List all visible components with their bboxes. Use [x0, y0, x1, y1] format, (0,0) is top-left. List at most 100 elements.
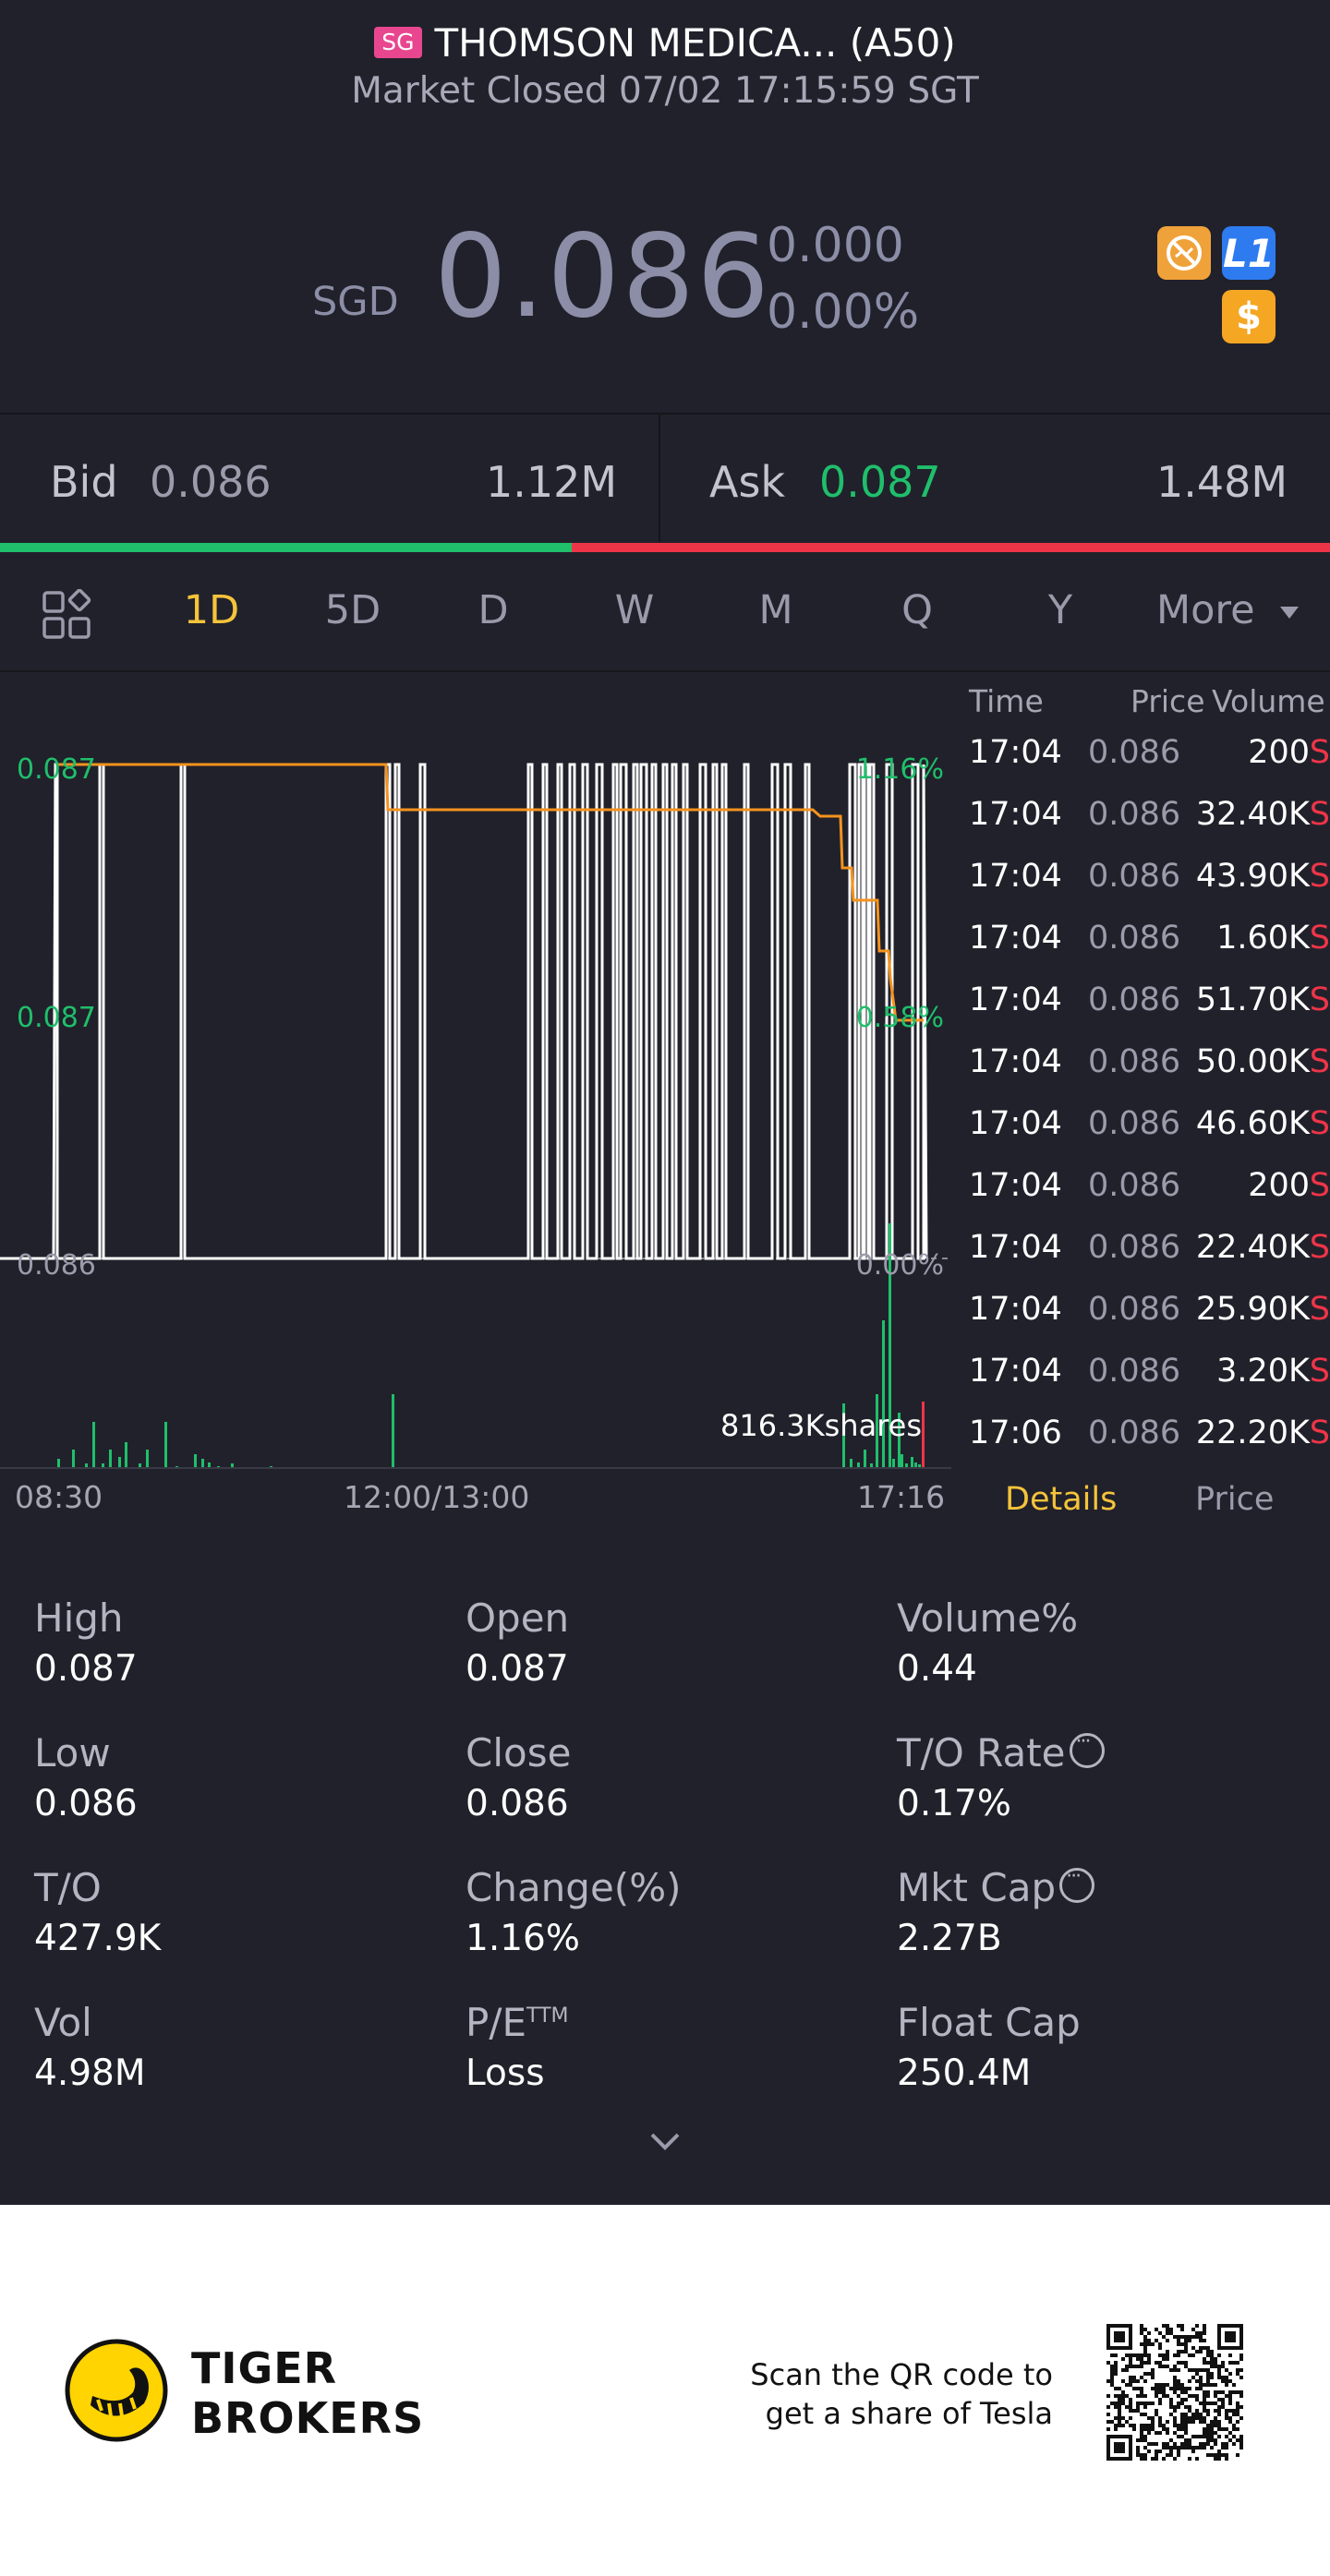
stat-mktcap[interactable]: Mkt Cap	[897, 1865, 1095, 1910]
stat-pe-sup: TTM	[526, 2004, 569, 2028]
tab-d[interactable]: D	[478, 587, 509, 633]
caret-down-icon	[1280, 607, 1300, 619]
trade-price: 0.086	[1088, 1291, 1181, 1328]
trade-side: S	[1309, 1167, 1330, 1204]
volume-bar	[109, 1450, 112, 1468]
trade-side: S	[1309, 858, 1330, 895]
trade-side: S	[1309, 920, 1330, 957]
trade-time: 17:04	[969, 1291, 1062, 1328]
price-change: 0.000	[767, 218, 904, 273]
ask-label: Ask	[709, 457, 786, 507]
volume-bar	[870, 1463, 873, 1468]
trade-price: 0.086	[1088, 1167, 1181, 1204]
trade-time: 17:06	[969, 1414, 1062, 1451]
stat-pe-value: Loss	[466, 2052, 545, 2094]
y-pct-high: 1.16%	[856, 753, 944, 786]
info-icon[interactable]	[1059, 1865, 1095, 1903]
currency-label: SGD	[312, 279, 399, 325]
trade-side: S	[1309, 1414, 1330, 1451]
trade-price: 0.086	[1088, 858, 1181, 895]
trade-time: 17:04	[969, 1105, 1062, 1142]
stat-pe: P/ETTM	[466, 2000, 569, 2045]
trade-price: 0.086	[1088, 1229, 1181, 1266]
volume-bar	[892, 1459, 895, 1468]
stat-torate-value: 0.17%	[897, 1783, 1011, 1824]
volume-bar	[57, 1459, 60, 1468]
volume-bar	[898, 1413, 901, 1468]
quote-header: SG THOMSON MEDICA... (A50) Market Closed…	[0, 0, 1330, 411]
trades-header-volume: Volume	[1212, 683, 1325, 719]
trade-time: 17:04	[969, 1229, 1062, 1266]
tab-y[interactable]: Y	[1047, 587, 1073, 633]
stat-float-value: 250.4M	[897, 2052, 1032, 2094]
chart-layout-icon[interactable]	[41, 589, 92, 641]
trade-side: S	[1309, 1353, 1330, 1390]
trade-time: 17:04	[969, 981, 1062, 1018]
level1-icon[interactable]: L1	[1222, 226, 1276, 280]
promo-text-line1: Scan the QR code to	[750, 2357, 1053, 2392]
trade-volume: 22.40K	[1195, 1229, 1310, 1266]
volume-bar	[72, 1450, 75, 1468]
trade-time: 17:04	[969, 920, 1062, 957]
y-pct-mid: 0.58%	[856, 1002, 944, 1034]
volume-bar	[922, 1402, 925, 1468]
trade-side: S	[1309, 1105, 1330, 1142]
bid-volume: 1.12M	[486, 457, 618, 507]
tab-m[interactable]: M	[758, 587, 793, 633]
volume-bar	[842, 1403, 845, 1468]
title-row[interactable]: SG THOMSON MEDICA... (A50)	[0, 17, 1330, 68]
avg-price-line	[57, 763, 924, 1022]
trade-time: 17:04	[969, 858, 1062, 895]
tab-w[interactable]: W	[614, 587, 655, 633]
market-status: Market Closed 07/02 17:15:59 SGT	[351, 70, 979, 112]
chevron-down-icon[interactable]	[647, 2124, 683, 2161]
no-short-icon[interactable]	[1157, 226, 1211, 280]
tab-1d[interactable]: 1D	[183, 587, 240, 633]
tiger-logo-icon	[65, 2339, 168, 2442]
bid-ratio-bar	[0, 543, 573, 552]
trade-volume: 51.70K	[1195, 981, 1310, 1018]
volume-bar	[208, 1463, 211, 1468]
trade-volume: 1.60K	[1216, 920, 1310, 957]
trade-volume: 200	[1248, 1167, 1310, 1204]
trade-price: 0.086	[1088, 1414, 1181, 1451]
y-label-high: 0.087	[17, 753, 96, 786]
stat-open-value: 0.087	[466, 1648, 569, 1690]
trade-time: 17:04	[969, 796, 1062, 833]
trade-time: 17:04	[969, 734, 1062, 771]
stat-float-label: Float Cap	[897, 2000, 1081, 2045]
volume-bar	[850, 1459, 852, 1468]
stat-torate[interactable]: T/O Rate	[897, 1730, 1105, 1776]
stat-low-value: 0.086	[34, 1783, 138, 1824]
volume-bar	[231, 1463, 234, 1468]
dollar-icon[interactable]: $	[1222, 290, 1276, 343]
trade-volume: 50.00K	[1195, 1043, 1310, 1080]
info-icon[interactable]	[1069, 1730, 1105, 1768]
price-line	[0, 763, 928, 1260]
intraday-chart[interactable]: 0.087 0.087 0.086 1.16% 0.58% 0.00% 816.…	[0, 683, 961, 1482]
volume-bar	[876, 1394, 878, 1468]
bid-ask-panel	[0, 413, 1330, 547]
volume-bar	[918, 1464, 921, 1468]
market-badge: SG	[374, 27, 422, 58]
stat-chg-label: Change(%)	[466, 1865, 682, 1910]
x-label-open: 08:30	[15, 1479, 103, 1515]
stat-volpct-value: 0.44	[897, 1648, 977, 1690]
tab-price[interactable]: Price	[1195, 1481, 1275, 1518]
volume-bar	[194, 1454, 197, 1468]
trade-volume: 22.20K	[1195, 1414, 1310, 1451]
trade-time: 17:04	[969, 1167, 1062, 1204]
stat-to-value: 427.9K	[34, 1918, 162, 1959]
tab-q[interactable]: Q	[901, 587, 933, 633]
trade-price: 0.086	[1088, 1105, 1181, 1142]
trade-price: 0.086	[1088, 981, 1181, 1018]
tab-details[interactable]: Details	[1005, 1481, 1118, 1518]
promo-text-line2: get a share of Tesla	[765, 2396, 1053, 2431]
trade-volume: 3.20K	[1216, 1353, 1310, 1390]
stat-torate-label: T/O Rate	[897, 1730, 1066, 1776]
tab-5d[interactable]: 5D	[324, 587, 381, 633]
y-label-mid: 0.087	[17, 1002, 96, 1034]
volume-bar	[905, 1463, 908, 1468]
volume-bar	[901, 1454, 903, 1468]
tab-more[interactable]: More	[1156, 587, 1300, 633]
